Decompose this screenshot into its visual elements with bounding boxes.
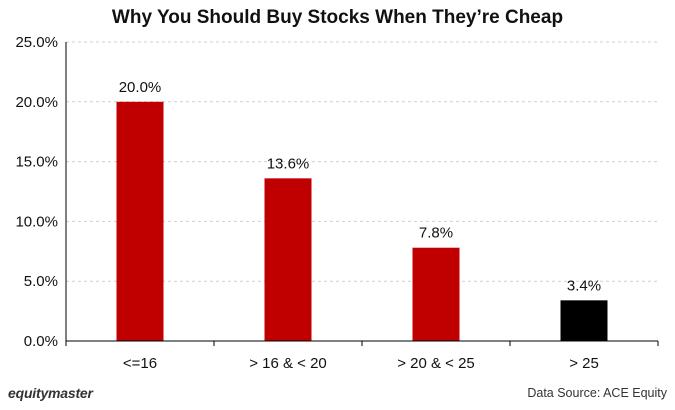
x-tick-label: <=16 bbox=[123, 355, 157, 372]
y-axis: 0.0% 5.0% 10.0% 15.0% 20.0% 25.0% bbox=[15, 34, 67, 350]
bar-2 bbox=[264, 178, 312, 341]
bars bbox=[116, 101, 608, 341]
y-tick-label: 5.0% bbox=[24, 273, 58, 290]
data-label: 20.0% bbox=[119, 79, 162, 96]
data-label: 13.6% bbox=[267, 155, 310, 172]
bar-1 bbox=[116, 101, 164, 341]
y-tick-label: 20.0% bbox=[15, 94, 58, 111]
data-labels: 20.0% 13.6% 7.8% 3.4% bbox=[119, 79, 601, 295]
y-tick-label: 25.0% bbox=[15, 34, 58, 51]
bar-3 bbox=[412, 247, 460, 341]
y-tick-label: 15.0% bbox=[15, 154, 58, 171]
y-tick-label: 10.0% bbox=[15, 213, 58, 230]
x-axis: <=16 > 16 & < 20 > 20 & < 25 > 25 bbox=[65, 340, 659, 372]
data-label: 3.4% bbox=[567, 277, 601, 294]
x-tick-label: > 25 bbox=[569, 355, 599, 372]
x-tick-label: > 20 & < 25 bbox=[397, 355, 475, 372]
equitymaster-logo: equitymaster bbox=[8, 385, 93, 401]
gridlines bbox=[66, 41, 658, 282]
data-label: 7.8% bbox=[419, 225, 453, 242]
data-source-note: Data Source: ACE Equity bbox=[527, 386, 667, 400]
bar-4 bbox=[560, 300, 608, 341]
x-tick-label: > 16 & < 20 bbox=[249, 355, 327, 372]
y-tick-label: 0.0% bbox=[24, 333, 58, 350]
chart-title: Why You Should Buy Stocks When They’re C… bbox=[111, 7, 564, 28]
